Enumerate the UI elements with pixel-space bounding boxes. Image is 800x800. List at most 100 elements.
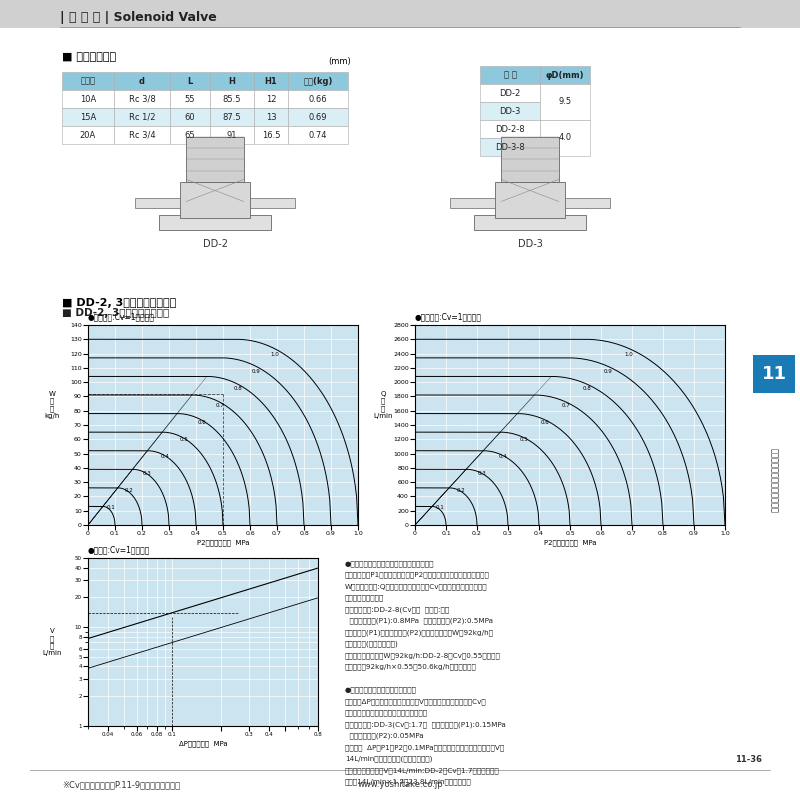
Bar [210,90,254,108]
Bar [494,182,565,218]
Text: 60: 60 [185,113,195,122]
Text: 0.8: 0.8 [234,386,242,391]
Text: DD-3: DD-3 [518,239,542,250]
Bar [186,137,244,182]
Text: を線図より求めた流量に乗じてください。: を線図より求めた流量に乗じてください。 [345,710,428,716]
Text: 0.9: 0.9 [252,369,261,374]
Text: 〈例〉・型式:DD-3(Cv値:1.7）  ・一次側圧力(P1):0.15MPa: 〈例〉・型式:DD-3(Cv値:1.7） ・一次側圧力(P1):0.15MPa [345,721,506,728]
Text: H: H [229,77,235,86]
Text: 13: 13 [266,113,276,122]
Bar [0,0,800,28]
Text: 9.5: 9.5 [558,98,571,106]
Bar [753,355,795,393]
Bar [170,72,210,90]
Text: 電磁弁・電動弁・空気操作弁: 電磁弁・電動弁・空気操作弁 [770,447,778,513]
Text: 4.0: 4.0 [558,134,571,142]
Text: 12: 12 [266,94,276,103]
Bar [170,126,210,144]
Text: 0.9: 0.9 [603,369,612,374]
Text: 0.2: 0.2 [125,488,133,494]
Bar [540,84,590,120]
Text: 11-36: 11-36 [735,755,762,764]
Bar [480,138,540,156]
Bar [254,126,288,144]
Text: 0.5: 0.5 [520,437,528,442]
Text: 型 式: 型 式 [503,70,517,79]
Text: 85.5: 85.5 [222,94,242,103]
Bar [170,108,210,126]
Text: W
流
量
kg/h: W 流 量 kg/h [44,391,60,419]
Text: H1: H1 [265,77,278,86]
Text: 14L/minを求めます。(図表破線参照): 14L/minを求めます。(図表破線参照) [345,755,432,762]
Text: に乗じてください。: に乗じてください。 [345,594,384,601]
Bar [450,198,494,208]
Text: 0.4: 0.4 [498,454,507,459]
Bar [540,120,590,156]
Text: 0.69: 0.69 [309,113,327,122]
Text: 15A: 15A [80,113,96,122]
Text: 0.3: 0.3 [142,471,151,476]
X-axis label: ΔP：圧力損失  MPa: ΔP：圧力損失 MPa [178,740,227,746]
Text: 11: 11 [762,365,786,383]
Bar [62,126,114,144]
Bar [480,102,540,120]
Text: 0.2: 0.2 [457,488,466,494]
Text: ■ DD-2, 3型電磁弁選定資料: ■ DD-2, 3型電磁弁選定資料 [62,308,170,318]
Text: 0.1: 0.1 [106,506,115,510]
Text: DD-2-8: DD-2-8 [495,125,525,134]
Bar [159,214,271,230]
Bar [254,72,288,90]
Text: 1.0: 1.0 [270,352,279,357]
Bar [501,137,558,182]
Text: www.yoshitake.co.jp: www.yoshitake.co.jp [357,780,443,789]
Text: 87.5: 87.5 [222,113,242,122]
Bar [114,90,170,108]
Text: Q
流
量
L/min: Q 流 量 L/min [374,391,393,419]
Bar [250,198,295,208]
Text: 10A: 10A [80,94,96,103]
Text: 0.7: 0.7 [215,403,224,408]
Text: DD-2: DD-2 [202,239,227,250]
X-axis label: P2：二次側圧力  MPa: P2：二次側圧力 MPa [197,539,250,546]
Bar [288,90,348,108]
Text: ・一次側圧力(P1):0.8MPa  ・二次側圧力(P2):0.5MPa: ・一次側圧力(P1):0.8MPa ・二次側圧力(P2):0.5MPa [345,618,493,624]
Text: 0.5: 0.5 [179,437,188,442]
Text: DD-2: DD-2 [499,89,521,98]
Text: 圧力損失  ΔP＝P1－P2＝0.1MPaとなりますので、線図より流量V＝: 圧力損失 ΔP＝P1－P2＝0.1MPaとなりますので、線図より流量V＝ [345,744,504,750]
Bar [114,126,170,144]
Text: 91: 91 [226,130,238,139]
Text: 0.7: 0.7 [562,403,570,408]
Text: 1.0: 1.0 [624,352,633,357]
Bar [210,72,254,90]
Bar [210,126,254,144]
Text: ●（水用:Cv=1の場合）: ●（水用:Cv=1の場合） [88,545,150,554]
Text: DD-3: DD-3 [499,106,521,115]
Text: 圧力損失ΔPを算出し、線図より流量Vを求め、次に、各型式のCv値: 圧力損失ΔPを算出し、線図より流量Vを求め、次に、各型式のCv値 [345,698,486,705]
Text: ■ 寸法及び質量: ■ 寸法及び質量 [62,52,116,62]
Text: 0.66: 0.66 [309,94,327,103]
Bar [480,120,540,138]
Text: φD(mm): φD(mm) [546,70,584,79]
Bar [288,72,348,90]
Text: よって14L/min×1.7＝23.8L/minとなります。: よって14L/min×1.7＝23.8L/minとなります。 [345,778,472,785]
Text: | 電 磁 弁 | Solenoid Valve: | 電 磁 弁 | Solenoid Valve [60,11,217,25]
Text: ●（蒸気用:Cv=1の場合）: ●（蒸気用:Cv=1の場合） [88,312,155,321]
Text: 0.4: 0.4 [161,454,170,459]
Text: (mm): (mm) [329,57,351,66]
Text: 0.6: 0.6 [541,420,550,425]
Text: 求めます。(図表破線参照): 求めます。(図表破線参照) [345,641,398,647]
Bar [480,66,540,84]
Text: 一次側圧力(P1)と二次側圧力(P2)の交点より流量W＝92kg/hを: 一次側圧力(P1)と二次側圧力(P2)の交点より流量W＝92kg/hを [345,629,494,636]
Bar [62,108,114,126]
Bar [114,72,170,90]
Text: Rc 3/4: Rc 3/4 [129,130,155,139]
Text: V
流
量
L/min: V 流 量 L/min [42,628,62,656]
Text: 質量(kg): 質量(kg) [303,77,333,86]
Bar [288,126,348,144]
Bar [210,108,254,126]
Text: 次に線図より求めたV＝14L/min:DD-2のCv値1.7を乗じます。: 次に線図より求めたV＝14L/min:DD-2のCv値1.7を乗じます。 [345,767,500,774]
Text: 0.6: 0.6 [198,420,206,425]
Bar [480,84,540,102]
Bar [135,198,180,208]
Bar [565,198,610,208]
